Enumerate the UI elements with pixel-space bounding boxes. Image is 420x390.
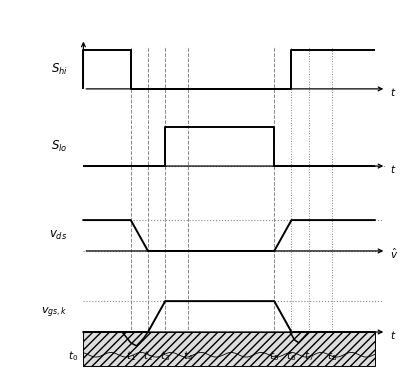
Text: $t_2$: $t_2$: [143, 349, 153, 363]
Text: $t_6$: $t_6$: [286, 349, 297, 363]
Text: $t$: $t$: [391, 329, 397, 341]
Text: $t_1$: $t_1$: [126, 349, 136, 363]
Text: $t_4$: $t_4$: [183, 349, 193, 363]
Bar: [84, 332, 375, 366]
Text: $\hat{v}$: $\hat{v}$: [391, 247, 399, 261]
Text: $t_8$: $t_8$: [327, 349, 337, 363]
Text: $v_{gs,k}$: $v_{gs,k}$: [41, 305, 68, 320]
Text: $t$: $t$: [391, 163, 397, 175]
Text: $t$: $t$: [391, 86, 397, 98]
Text: $t_0$: $t_0$: [68, 349, 79, 363]
Text: $t_3$: $t_3$: [160, 349, 170, 363]
Text: $t_7$: $t_7$: [304, 349, 314, 363]
Text: $S_{hi}$: $S_{hi}$: [51, 62, 68, 77]
Text: $t_5$: $t_5$: [269, 349, 279, 363]
Text: $v_{ds}$: $v_{ds}$: [49, 229, 68, 242]
Text: $S_{lo}$: $S_{lo}$: [51, 139, 68, 154]
